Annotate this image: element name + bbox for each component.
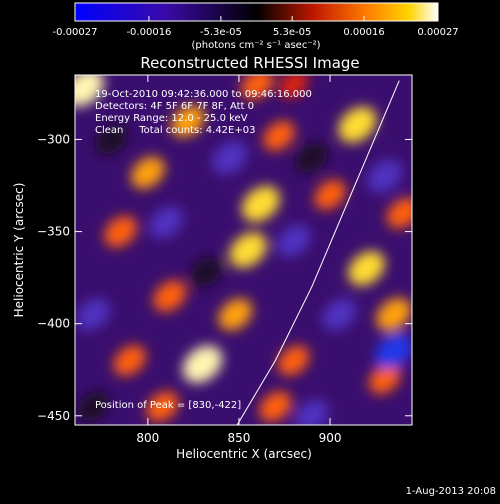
heatmap-negative-blob xyxy=(375,333,412,369)
heatmap-positive-blob xyxy=(171,105,205,138)
heatmap-negative-blob xyxy=(295,142,328,174)
heatmap-negative-blob xyxy=(149,206,183,239)
heatmap-positive-blob xyxy=(75,75,104,107)
heatmap-negative-blob xyxy=(294,399,329,425)
colorbar-unit-label: (photons cm⁻² s⁻¹ asec⁻²) xyxy=(191,40,320,51)
heatmap-negative-blob xyxy=(212,141,248,175)
heatmap-positive-blob xyxy=(277,345,310,376)
colorbar-tick-label: 0.00016 xyxy=(343,27,384,38)
heatmap-positive-blob xyxy=(314,179,346,210)
heatmap-positive-blob xyxy=(131,156,165,189)
heatmap-negative-blob xyxy=(322,298,356,331)
y-axis-ticks: −300 −350 −400 −450 xyxy=(37,132,412,423)
annotation-energy-range: Energy Range: 12.0 - 25.0 keV xyxy=(95,113,248,124)
x-tick-label: 900 xyxy=(319,431,342,445)
heatmap-negative-blob xyxy=(190,256,223,288)
x-axis-ticks: 800 850 900 xyxy=(136,75,341,445)
annotation-clean-counts: Clean Total counts: 4.42E+03 xyxy=(95,125,255,136)
chart-title: Reconstructed RHESSI Image xyxy=(140,54,359,72)
footer-timestamp: 1-Aug-2013 20:08 xyxy=(406,486,496,497)
heatmap-positive-blob xyxy=(241,185,280,222)
y-tick-label: −350 xyxy=(37,225,70,239)
heatmap-negative-blob xyxy=(367,159,403,193)
colorbar-ticks: -0.00027 -0.00016 -5.3e-05 5.3e-05 0.00016 0.… xyxy=(53,16,459,38)
heatmap-positive-blob xyxy=(278,75,309,99)
heatmap-negative-blob xyxy=(276,224,311,257)
heatmap-negative-blob xyxy=(76,298,111,331)
heatmap-positive-blob xyxy=(182,345,223,383)
colorbar-tick-label: -0.00027 xyxy=(53,27,98,38)
heatmap-positive-blob xyxy=(259,391,292,422)
heatmap-positive-blob xyxy=(153,280,187,312)
heatmap-positive-blob xyxy=(376,297,412,332)
heatmap-negative-blob xyxy=(95,124,128,155)
heatmap-blobs xyxy=(75,75,412,425)
colorbar-tick-label: -0.00016 xyxy=(126,27,171,38)
heatmap-positive-blob xyxy=(338,106,377,143)
colorbar xyxy=(74,2,439,22)
heatmap-positive-blob xyxy=(113,345,146,376)
heatmap-positive-blob xyxy=(386,197,412,229)
x-tick-label: 850 xyxy=(227,431,250,445)
solar-limb-curve xyxy=(236,80,400,425)
x-tick-label: 800 xyxy=(136,431,159,445)
heatmap-positive-blob xyxy=(146,391,179,422)
heatmap-positive-blob xyxy=(263,120,295,151)
annotation-time-range: 19-Oct-2010 09:42:36.000 to 09:46:16.000 xyxy=(95,89,312,100)
plot-frame xyxy=(74,74,413,426)
colorbar-tick-label: -5.3e-05 xyxy=(200,27,242,38)
y-tick-label: −450 xyxy=(37,409,70,423)
heatmap-positive-blob xyxy=(218,298,253,331)
heatmap-negative-blob xyxy=(77,391,109,422)
heatmap-positive-blob xyxy=(241,75,274,100)
peak-position-label: Position of Peak = [830,-422] xyxy=(95,400,241,411)
heatmap-positive-blob xyxy=(104,215,138,248)
heatmap-positive-blob xyxy=(368,364,401,394)
heatmap-positive-blob xyxy=(229,232,267,268)
heatmap-positive-blob xyxy=(348,251,385,286)
annotation-detectors: Detectors: 4F 5F 6F 7F 8F, Att 0 xyxy=(95,101,254,112)
y-tick-label: −400 xyxy=(37,317,70,331)
colorbar-tick-label: 0.00027 xyxy=(417,27,458,38)
y-tick-label: −300 xyxy=(37,132,70,146)
x-axis-label: Heliocentric X (arcsec) xyxy=(176,447,312,461)
y-axis-label: Heliocentric Y (arcsec) xyxy=(12,183,26,318)
colorbar-tick-label: 5.3e-05 xyxy=(273,27,311,38)
